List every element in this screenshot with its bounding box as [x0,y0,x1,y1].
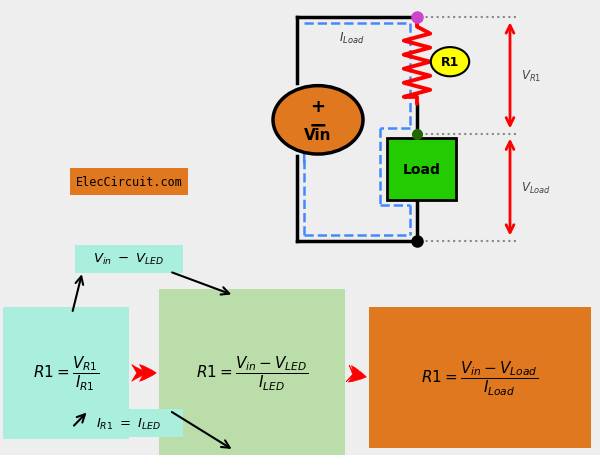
Text: $I_{Load}$: $I_{Load}$ [339,31,364,46]
Text: $R1 = \dfrac{V_{in} - V_{Load}}{I_{Load}}$: $R1 = \dfrac{V_{in} - V_{Load}}{I_{Load}… [421,359,539,397]
FancyBboxPatch shape [70,168,188,196]
Text: −: − [308,115,328,135]
FancyBboxPatch shape [3,307,129,439]
Text: $V_{in}\ -\ V_{LED}$: $V_{in}\ -\ V_{LED}$ [93,252,165,267]
Text: $V_{Load}$: $V_{Load}$ [521,180,551,195]
FancyBboxPatch shape [159,289,345,455]
Text: ElecCircuit.com: ElecCircuit.com [76,176,182,188]
FancyBboxPatch shape [75,410,184,437]
Circle shape [431,48,469,77]
Text: $V_{R1}$: $V_{R1}$ [521,69,541,84]
FancyBboxPatch shape [369,307,591,448]
Text: $R1 = \dfrac{V_{R1}}{I_{R1}}$: $R1 = \dfrac{V_{R1}}{I_{R1}}$ [33,354,99,392]
Text: $R1 = \dfrac{V_{in} - V_{LED}}{I_{LED}}$: $R1 = \dfrac{V_{in} - V_{LED}}{I_{LED}}$ [196,354,308,392]
Text: +: + [311,98,325,116]
FancyBboxPatch shape [387,139,456,200]
Circle shape [273,86,363,155]
Text: $I_{R1}\ =\ I_{LED}$: $I_{R1}\ =\ I_{LED}$ [97,415,161,431]
Text: R1: R1 [441,56,459,69]
Text: Vin: Vin [304,128,332,142]
Text: Load: Load [403,162,440,177]
FancyBboxPatch shape [75,246,184,273]
